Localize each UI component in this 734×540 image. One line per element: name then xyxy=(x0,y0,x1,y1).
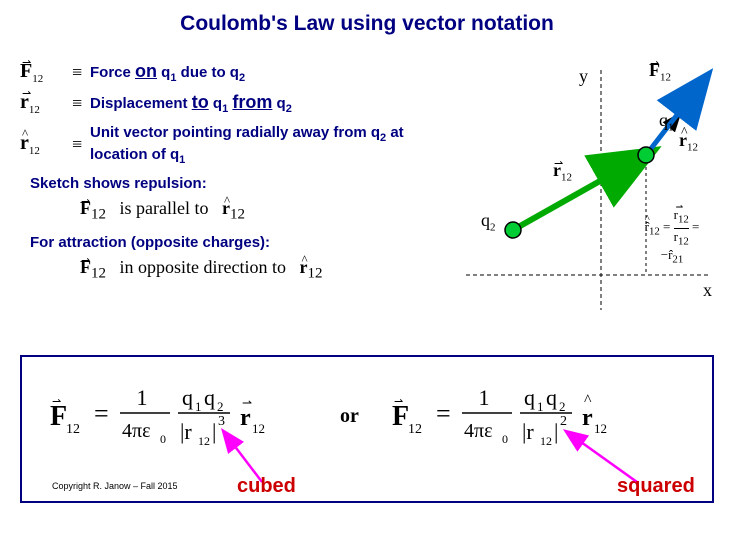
svg-text:4πε: 4πε xyxy=(122,420,151,442)
equiv-sign: ≡ xyxy=(72,93,90,114)
svg-text:q: q xyxy=(182,385,193,410)
def-force: ⇀F12 ≡ Force on q1 due to q2 xyxy=(20,60,440,85)
svg-text:F: F xyxy=(392,401,409,432)
def-force-text: Force on q1 due to q2 xyxy=(90,60,440,85)
svg-text:12: 12 xyxy=(252,421,265,436)
q1-label: q1 xyxy=(659,110,674,134)
equiv-sign: ≡ xyxy=(72,62,90,83)
svg-text:q: q xyxy=(204,385,215,410)
svg-text:1: 1 xyxy=(479,385,490,410)
svg-text:12: 12 xyxy=(408,422,422,437)
svg-text:1: 1 xyxy=(137,385,148,410)
svg-text:|r: |r xyxy=(180,419,192,444)
symbol-r12-vec: ⇀r12 xyxy=(20,91,72,116)
svg-text:1: 1 xyxy=(537,399,544,414)
definitions-block: ⇀F12 ≡ Force on q1 due to q2 ⇀r12 ≡ Disp… xyxy=(20,60,440,282)
svg-text:12: 12 xyxy=(66,422,80,437)
def-unit-text: Unit vector pointing radially away from … xyxy=(90,123,440,168)
axis-y-label: y xyxy=(579,66,588,87)
svg-text:r: r xyxy=(582,405,593,431)
diagram-svg xyxy=(461,60,716,320)
annot-squared: squared xyxy=(617,475,695,498)
svg-text:12: 12 xyxy=(540,434,552,448)
r12-vec-label: ⇀r12 xyxy=(553,160,572,184)
svg-text:4πε: 4πε xyxy=(464,420,493,442)
eq-opposite: ⇀F12 in opposite direction to ^r12 xyxy=(80,257,440,283)
svg-text:12: 12 xyxy=(198,434,210,448)
vector-diagram: y x q1 q2 ⇀F12 ⇀r12 ^r12 ^r̂12 = ⇀r12 r1… xyxy=(461,60,716,320)
svg-text:1: 1 xyxy=(195,399,202,414)
def-disp-text: Displacement to q1 from q2 xyxy=(90,91,440,116)
symbol-F12: ⇀F12 xyxy=(20,60,72,85)
attraction-label: For attraction (opposite charges): xyxy=(30,234,440,251)
svg-text:|: | xyxy=(554,419,558,444)
svg-text:3: 3 xyxy=(218,414,225,429)
svg-text:0: 0 xyxy=(160,432,166,446)
unit-vec-frac: ^r̂12 = ⇀r12 r12 = −r̂21 xyxy=(633,208,711,267)
svg-text:|r: |r xyxy=(522,419,534,444)
svg-text:0: 0 xyxy=(502,432,508,446)
svg-text:2: 2 xyxy=(217,399,224,414)
F12-label: ⇀F12 xyxy=(649,60,671,84)
q2-label: q2 xyxy=(481,210,496,234)
r12-hat-label: ^r12 xyxy=(679,130,698,154)
svg-text:q: q xyxy=(546,385,557,410)
symbol-r12-hat: ^r12 xyxy=(20,132,72,157)
svg-text:|: | xyxy=(212,419,216,444)
annot-cubed: cubed xyxy=(237,475,296,498)
def-unitvec: ^r12 ≡ Unit vector pointing radially awa… xyxy=(20,123,440,168)
svg-text:or: or xyxy=(340,405,359,427)
formula-box: ⇀ F 12 = 1 4πε 0 q 1 q 2 |r 12 | 3 ⇀ r 1… xyxy=(20,355,714,503)
def-displacement: ⇀r12 ≡ Displacement to q1 from q2 xyxy=(20,91,440,116)
svg-text:2: 2 xyxy=(559,399,566,414)
page-title: Coulomb's Law using vector notation xyxy=(0,0,734,36)
svg-text:=: = xyxy=(94,399,109,428)
svg-text:q: q xyxy=(524,385,535,410)
equiv-sign: ≡ xyxy=(72,134,90,155)
svg-text:r: r xyxy=(240,405,251,431)
eq-parallel: ⇀F12 is parallel to ^r12 xyxy=(80,198,440,224)
svg-text:F: F xyxy=(50,401,67,432)
axis-x-label: x xyxy=(703,280,712,301)
copyright: Copyright R. Janow – Fall 2015 xyxy=(52,481,178,491)
svg-text:2: 2 xyxy=(560,414,567,429)
sketch-label: Sketch shows repulsion: xyxy=(30,175,440,192)
svg-text:=: = xyxy=(436,399,451,428)
svg-text:12: 12 xyxy=(594,421,607,436)
